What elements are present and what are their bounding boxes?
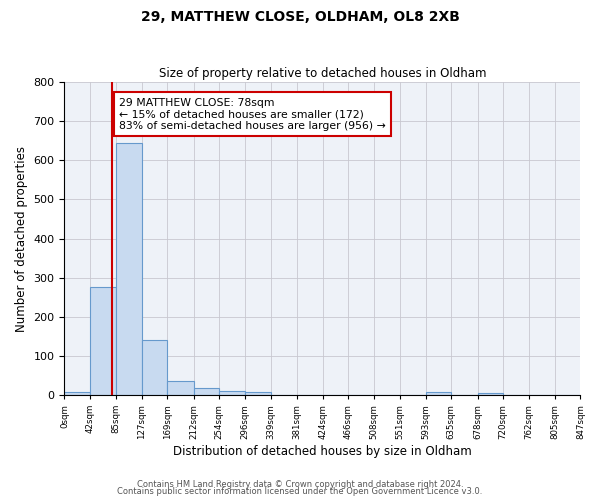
Bar xyxy=(194,388,219,395)
Bar xyxy=(116,142,142,395)
Bar xyxy=(142,340,167,395)
Bar xyxy=(426,392,451,395)
Bar xyxy=(64,392,90,395)
X-axis label: Distribution of detached houses by size in Oldham: Distribution of detached houses by size … xyxy=(173,444,472,458)
Text: 29, MATTHEW CLOSE, OLDHAM, OL8 2XB: 29, MATTHEW CLOSE, OLDHAM, OL8 2XB xyxy=(140,10,460,24)
Text: Contains public sector information licensed under the Open Government Licence v3: Contains public sector information licen… xyxy=(118,487,482,496)
Y-axis label: Number of detached properties: Number of detached properties xyxy=(15,146,28,332)
Bar xyxy=(245,392,271,395)
Bar xyxy=(219,390,245,395)
Text: Contains HM Land Registry data © Crown copyright and database right 2024.: Contains HM Land Registry data © Crown c… xyxy=(137,480,463,489)
Title: Size of property relative to detached houses in Oldham: Size of property relative to detached ho… xyxy=(159,66,486,80)
Bar xyxy=(90,288,116,395)
Text: 29 MATTHEW CLOSE: 78sqm
← 15% of detached houses are smaller (172)
83% of semi-d: 29 MATTHEW CLOSE: 78sqm ← 15% of detache… xyxy=(119,98,386,131)
Bar xyxy=(167,380,194,395)
Bar xyxy=(478,393,503,395)
